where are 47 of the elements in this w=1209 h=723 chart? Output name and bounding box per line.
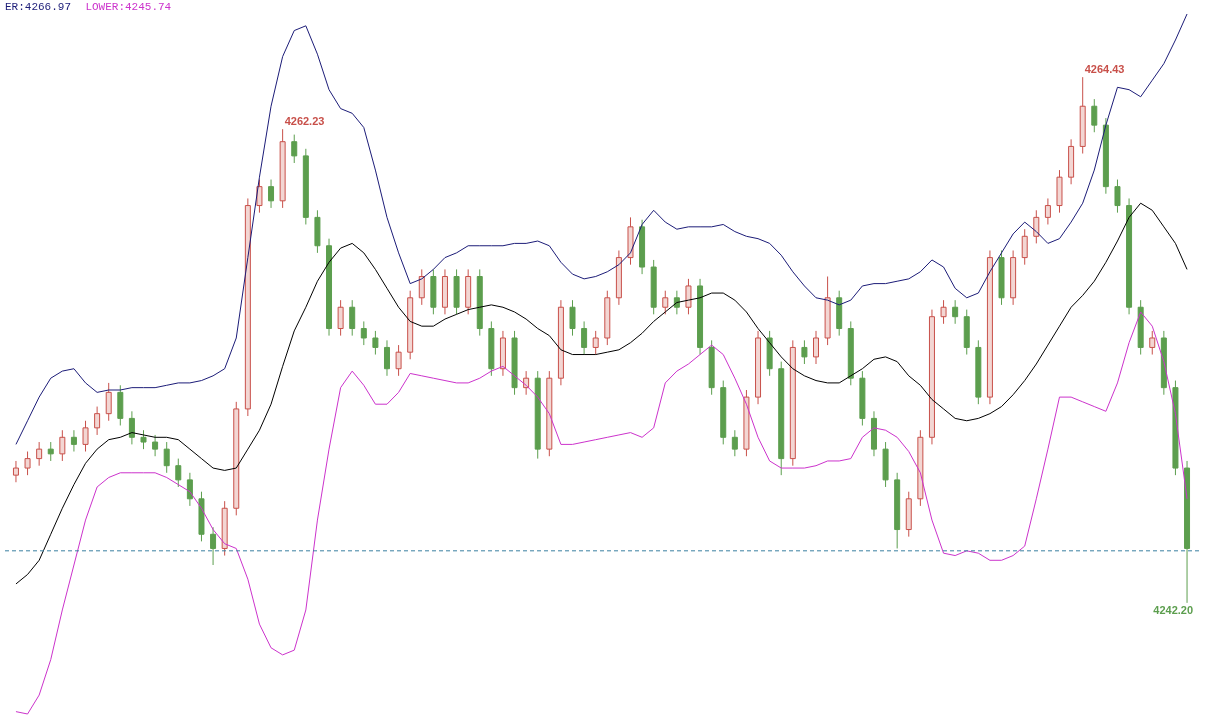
candlestick — [175, 458, 182, 488]
candlestick — [395, 344, 402, 377]
candlestick — [592, 330, 599, 356]
candlestick — [801, 339, 808, 365]
candlestick — [372, 330, 379, 356]
candlestick — [337, 299, 344, 337]
candlestick — [1149, 330, 1156, 356]
candlestick — [256, 179, 263, 214]
candlestick — [163, 441, 170, 474]
candlestick — [360, 320, 367, 346]
candlestick — [1033, 209, 1040, 244]
candlestick — [1021, 228, 1028, 266]
candlestick — [94, 406, 101, 436]
candlestick — [349, 299, 356, 337]
candlestick — [105, 382, 112, 422]
candlestick — [1091, 98, 1098, 133]
candlestick — [731, 429, 738, 457]
candlestick — [140, 429, 147, 450]
candlestick — [70, 429, 77, 452]
candlestick — [383, 339, 390, 377]
candlestick — [152, 434, 159, 457]
candlestick — [418, 268, 425, 306]
candlestick — [59, 429, 66, 462]
candlestick — [128, 410, 135, 445]
candlestick — [268, 179, 275, 209]
text: 4242.20 — [1153, 603, 1194, 616]
candlestick — [952, 299, 959, 325]
candlestick — [82, 420, 89, 452]
candlestick — [47, 441, 54, 462]
candlestick — [186, 472, 193, 507]
candlestick — [12, 460, 19, 483]
candlestick — [291, 134, 298, 164]
text: ER:4266.97 — [5, 1, 72, 13]
annotation: 4262.23 — [284, 115, 325, 128]
candlestick — [685, 278, 692, 315]
text: LOWER:4245.74 — [85, 1, 172, 13]
candlestick — [36, 441, 43, 467]
candlestick — [210, 526, 217, 566]
text: 4264.43 — [1084, 63, 1125, 76]
candlestick — [581, 320, 588, 356]
candlestick — [569, 299, 576, 337]
candlestick — [662, 290, 669, 315]
candlestick — [813, 330, 820, 365]
candlestick — [1114, 179, 1121, 214]
candlestick — [24, 451, 31, 476]
candlestick — [940, 299, 947, 325]
candlestick — [1044, 197, 1051, 225]
